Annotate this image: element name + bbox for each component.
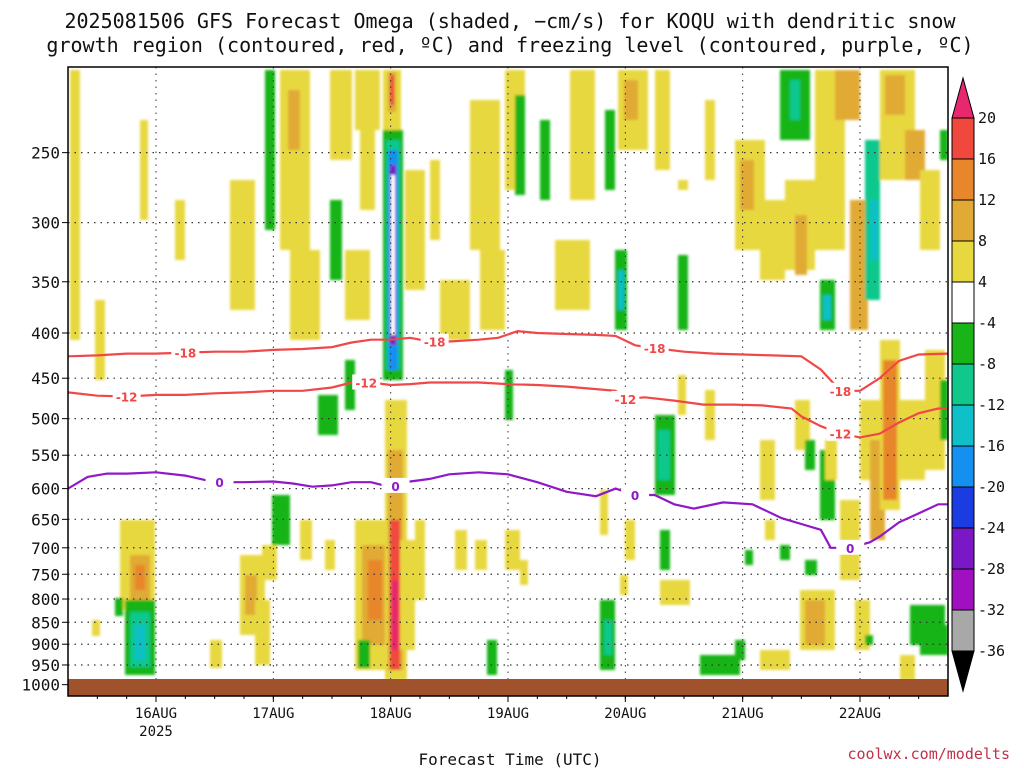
x-tick-label: 17AUG (252, 706, 294, 722)
y-tick-label: 800 (31, 590, 60, 609)
colorbar-swatch (951, 117, 975, 160)
colorbar-swatch (951, 527, 975, 570)
y-tick-label: 400 (31, 324, 60, 343)
y-tick-label: 850 (31, 613, 60, 632)
y-tick-label: 300 (31, 214, 60, 233)
x-tick-label: 22AUG (839, 706, 881, 722)
contour-label--12: -12 (830, 428, 852, 442)
y-tick-label: 1000 (21, 676, 60, 695)
contour-label-bg (640, 340, 669, 356)
contour-label-bg (112, 388, 141, 404)
contour-label-0: 0 (215, 476, 223, 490)
x-axis-label: Forecast Time (UTC) (418, 750, 601, 768)
contour-label-bg (611, 390, 640, 406)
colorbar-swatch (951, 363, 975, 406)
contour-label-0: 0 (391, 480, 399, 494)
contour-label--18: -18 (424, 336, 446, 350)
y-tick-label: 600 (31, 480, 60, 499)
y-tick-label: 700 (31, 539, 60, 558)
contour-label-bg (352, 374, 381, 390)
contour-label--12: -12 (614, 393, 636, 407)
contour-label-0: 0 (631, 489, 639, 503)
y-tick-label: 750 (31, 565, 60, 584)
colorbar-label: 12 (978, 191, 996, 209)
colorbar-label: 8 (978, 232, 987, 250)
colorbar-label: -4 (978, 314, 996, 332)
colorbar-label: -28 (978, 560, 1005, 578)
colorbar-label: -24 (978, 519, 1005, 537)
ground-surface (68, 679, 948, 696)
colorbar-swatch (951, 404, 975, 447)
colorbar-bottom-arrow (951, 650, 975, 693)
credit-text: coolwx.com/modelts (847, 745, 1010, 763)
colorbar-swatch (951, 240, 975, 283)
colorbar-label: -12 (978, 396, 1005, 414)
colorbar-swatch (951, 445, 975, 488)
colorbar-swatch (951, 322, 975, 365)
contour-label--12: -12 (116, 391, 138, 405)
chart-title-line-1: 2025081506 GFS Forecast Omega (shaded, −… (64, 9, 956, 33)
colorbar-swatch (951, 486, 975, 529)
contour-label-bg (826, 425, 855, 441)
colorbar-label: -20 (978, 478, 1005, 496)
contour-label--12: -12 (355, 376, 377, 390)
y-tick-label: 550 (31, 446, 60, 465)
y-tick-label: 900 (31, 635, 60, 654)
colorbar-swatch (951, 158, 975, 201)
vertical-grid (155, 67, 861, 696)
y-tick-label: 450 (31, 369, 60, 388)
x-tick-label: 18AUG (370, 706, 412, 722)
colorbar-label: 4 (978, 273, 987, 291)
contour-label-bg (420, 333, 449, 349)
y-tick-label: 950 (31, 656, 60, 675)
y-tick-label: 500 (31, 410, 60, 429)
colorbar-label: -36 (978, 642, 1005, 660)
contour-label-bg (836, 539, 865, 555)
colorbar-label: -8 (978, 355, 996, 373)
y-tick-label: 650 (31, 510, 60, 529)
contour-label-bg (381, 477, 410, 493)
contour-label-bg (171, 344, 200, 360)
x-tick-label: 21AUG (722, 706, 764, 722)
y-tick-label: 350 (31, 273, 60, 292)
colorbar-legend: 20 16 12 8 4 -4 -8 -12 -16 -20 -24 -28 -32 -36 (951, 76, 1005, 693)
x-axis: 16AUG 2025 17AUG 18AUG 19AUG 20AUG 21AUG 22AUG (96, 696, 920, 740)
colorbar-swatch (951, 568, 975, 611)
colorbar-label: 20 (978, 109, 996, 127)
contour-labels: -18 -18 -18 -18 -12 -12 -12 -12 0 0 0 0 (112, 333, 865, 556)
x-tick-label: 19AUG (487, 706, 529, 722)
x-tick-label: 20AUG (604, 706, 646, 722)
contour-line--18 (68, 329, 948, 392)
contour-label--18: -18 (644, 342, 666, 356)
contour-label-0: 0 (846, 542, 854, 556)
contour-label-bg (205, 474, 234, 490)
contour-label--18: -18 (174, 347, 196, 361)
colorbar-swatch (951, 199, 975, 242)
x-tick-label: 16AUG (135, 706, 177, 722)
contour-label--18: -18 (830, 385, 852, 399)
colorbar-swatch (951, 609, 975, 652)
y-tick-label: 250 (31, 144, 60, 163)
colorbar-label: -32 (978, 601, 1005, 619)
x-tick-sublabel: 2025 (139, 724, 173, 740)
colorbar-label: 16 (978, 150, 996, 168)
y-axis: 250 300 350 400 450 500 550 600 650 700 750 800 850 9… (21, 144, 68, 695)
contour-label-bg (621, 486, 650, 502)
colorbar-top-arrow (951, 76, 975, 119)
contour-label-bg (826, 382, 855, 398)
colorbar-swatch (951, 281, 975, 324)
colorbar-label: -16 (978, 437, 1005, 455)
chart-title-line-2: growth region (contoured, red, ºC) and f… (46, 33, 973, 57)
